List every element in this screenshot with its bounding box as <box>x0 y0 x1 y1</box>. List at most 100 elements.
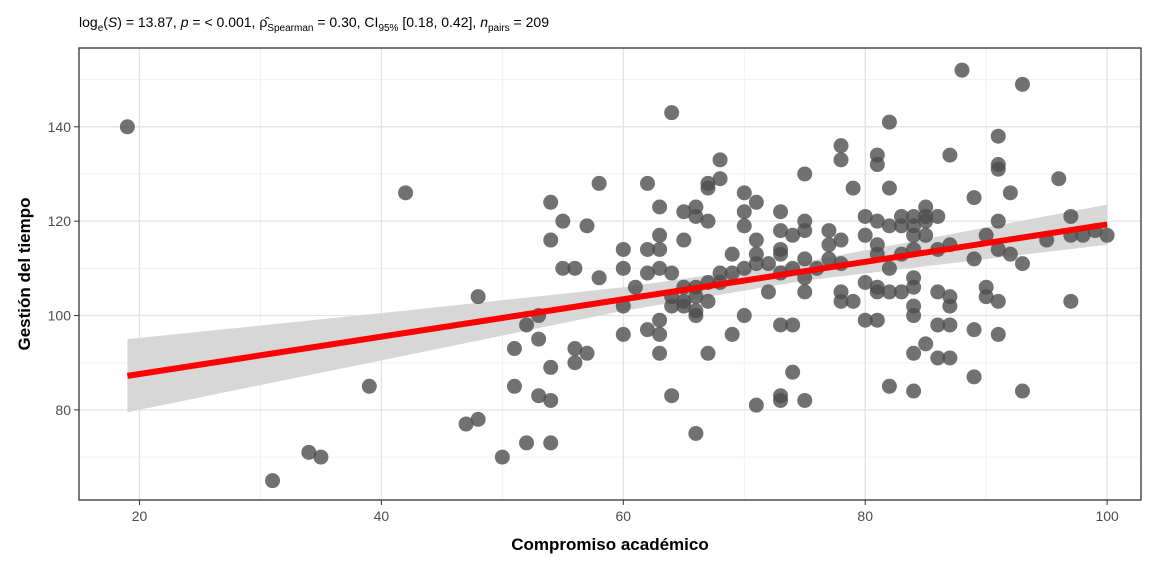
point <box>930 317 946 333</box>
point <box>906 227 922 243</box>
point <box>700 180 716 196</box>
point <box>652 227 668 243</box>
point <box>773 392 789 408</box>
subtitle-part: = 0.30, CI <box>313 14 378 30</box>
subtitle-part: S <box>108 14 118 30</box>
point <box>1002 185 1018 201</box>
point <box>748 397 764 413</box>
point <box>567 260 583 276</box>
point <box>785 317 801 333</box>
point <box>688 308 704 324</box>
point <box>833 232 849 248</box>
point <box>773 223 789 239</box>
subtitle-part: ( <box>103 14 108 30</box>
point <box>652 312 668 328</box>
point <box>639 175 655 191</box>
point <box>990 161 1006 177</box>
point <box>470 411 486 427</box>
point <box>990 128 1006 144</box>
point <box>918 336 934 352</box>
x-axis-title: Compromiso académico <box>511 535 708 554</box>
point <box>797 166 813 182</box>
point <box>639 322 655 338</box>
point <box>555 213 571 229</box>
point <box>881 180 897 196</box>
point <box>990 326 1006 342</box>
point <box>688 425 704 441</box>
subtitle-part: n <box>480 14 488 30</box>
point <box>301 444 317 460</box>
x-tick-label: 40 <box>374 508 390 524</box>
point <box>760 256 776 272</box>
point <box>736 204 752 220</box>
point <box>748 232 764 248</box>
point <box>978 289 994 305</box>
subtitle-part: Spearman <box>267 23 313 34</box>
x-tick-label: 20 <box>132 508 148 524</box>
point <box>845 293 861 309</box>
point <box>639 265 655 281</box>
point <box>881 284 897 300</box>
point <box>664 265 680 281</box>
point <box>857 227 873 243</box>
point <box>543 392 559 408</box>
point <box>615 326 631 342</box>
point <box>664 105 680 121</box>
point <box>906 383 922 399</box>
y-tick-label: 140 <box>48 119 72 135</box>
point <box>265 473 281 489</box>
point <box>881 260 897 276</box>
point <box>1014 383 1030 399</box>
point <box>894 218 910 234</box>
subtitle-part: p <box>180 14 189 30</box>
point <box>676 232 692 248</box>
point <box>990 293 1006 309</box>
subtitle-part: 95% <box>378 23 398 34</box>
point <box>591 270 607 286</box>
point <box>942 317 958 333</box>
point <box>785 227 801 243</box>
point <box>736 260 752 276</box>
point <box>506 341 522 357</box>
point <box>615 241 631 257</box>
subtitle-part: [0.18, 0.42], <box>398 14 480 30</box>
point <box>881 114 897 130</box>
point <box>712 152 728 168</box>
point <box>1051 171 1067 187</box>
point <box>833 293 849 309</box>
point <box>906 308 922 324</box>
point <box>724 326 740 342</box>
point <box>555 260 571 276</box>
point <box>1063 293 1079 309</box>
subtitle-part: log <box>79 14 98 30</box>
point <box>881 218 897 234</box>
point <box>918 213 934 229</box>
subtitle-part: = 209 <box>510 14 550 30</box>
point <box>615 260 631 276</box>
point <box>1002 246 1018 262</box>
point <box>676 204 692 220</box>
point <box>942 147 958 163</box>
point <box>531 331 547 347</box>
point <box>821 223 837 239</box>
point <box>470 289 486 305</box>
point <box>966 190 982 206</box>
point <box>119 119 135 135</box>
point <box>652 199 668 215</box>
point <box>652 260 668 276</box>
point <box>627 279 643 295</box>
point <box>797 392 813 408</box>
point <box>930 208 946 224</box>
x-tick-label: 100 <box>1095 508 1119 524</box>
point <box>821 251 837 267</box>
point <box>1063 208 1079 224</box>
x-tick-label: 60 <box>616 508 632 524</box>
point <box>773 246 789 262</box>
point <box>930 284 946 300</box>
point <box>652 241 668 257</box>
point <box>724 246 740 262</box>
y-tick-label: 80 <box>55 402 71 418</box>
subtitle-part: pairs <box>488 23 510 34</box>
point <box>494 449 510 465</box>
point <box>543 435 559 451</box>
